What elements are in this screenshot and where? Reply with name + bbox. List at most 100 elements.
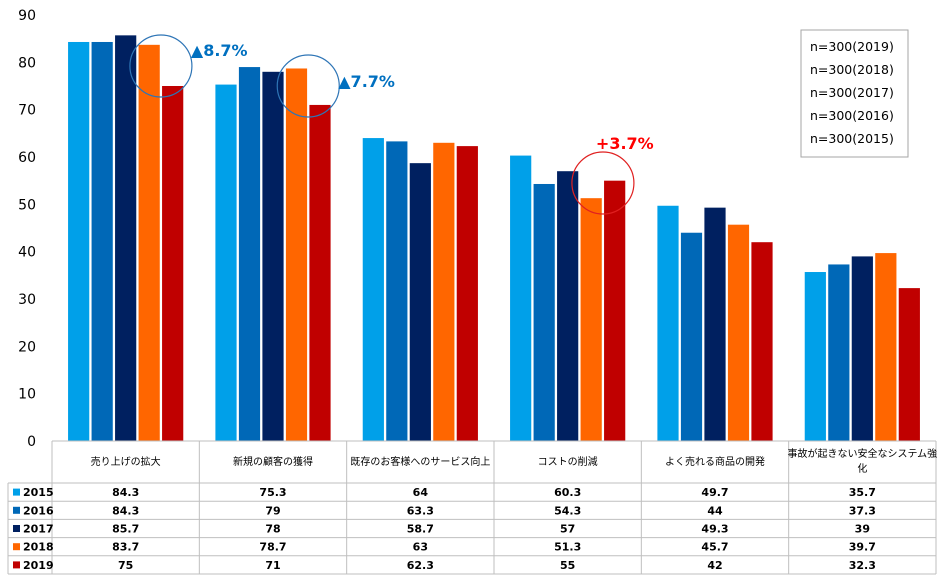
bar-2019-2 bbox=[456, 146, 478, 441]
data-label: 79 bbox=[265, 504, 280, 517]
legend-key-2019 bbox=[13, 561, 20, 569]
change-annotation: ▲7.7% bbox=[338, 72, 395, 91]
bar-2018-0 bbox=[138, 44, 160, 441]
bar-2018-2 bbox=[433, 142, 455, 442]
bar-2019-5 bbox=[898, 288, 920, 441]
bar-2015-2 bbox=[362, 138, 384, 442]
bar-2018-1 bbox=[285, 68, 308, 441]
bar-2015-3 bbox=[510, 155, 532, 441]
data-label: 78.7 bbox=[259, 541, 286, 554]
category-label: コストの削減 bbox=[538, 455, 598, 468]
data-label: 42 bbox=[707, 559, 722, 572]
category-label: よく売れる商品の開発 bbox=[665, 455, 765, 468]
bar-2019-0 bbox=[162, 86, 184, 441]
data-label: 32.3 bbox=[849, 559, 876, 572]
bar-2017-4 bbox=[704, 207, 726, 441]
y-tick-label: 90 bbox=[18, 8, 36, 24]
legend-key-2015 bbox=[13, 488, 20, 496]
bar-2016-1 bbox=[238, 67, 261, 442]
data-label: 55 bbox=[560, 559, 575, 572]
series-name: 2018 bbox=[23, 541, 54, 554]
bar-2018-5 bbox=[875, 253, 897, 441]
sample-size-line: n=300(2018) bbox=[810, 62, 894, 77]
data-label: 84.3 bbox=[112, 504, 139, 517]
bar-2018-3 bbox=[580, 198, 602, 441]
data-label: 63.3 bbox=[407, 504, 434, 517]
y-tick-label: 80 bbox=[18, 55, 36, 71]
bar-2016-4 bbox=[680, 232, 703, 441]
category-label-line2: 化 bbox=[857, 462, 867, 475]
data-label: 83.7 bbox=[112, 541, 139, 554]
y-tick-label: 30 bbox=[18, 292, 36, 308]
bar-2017-1 bbox=[262, 71, 284, 442]
data-label: 49.7 bbox=[701, 486, 728, 499]
change-annotation: ▲8.7% bbox=[191, 41, 248, 60]
bar-2017-0 bbox=[115, 35, 137, 441]
series-name: 2016 bbox=[23, 504, 54, 517]
bar-2017-3 bbox=[557, 171, 579, 441]
bar-2015-0 bbox=[68, 41, 90, 441]
y-tick-label: 10 bbox=[18, 387, 36, 403]
data-label: 78 bbox=[265, 523, 280, 536]
data-label: 35.7 bbox=[849, 486, 876, 499]
legend-key-2018 bbox=[13, 543, 20, 551]
sample-size-box bbox=[800, 29, 909, 158]
category-label: 売り上げの拡大 bbox=[91, 455, 161, 468]
data-label: 39 bbox=[855, 523, 870, 536]
bar-2016-0 bbox=[91, 41, 113, 441]
data-label: 85.7 bbox=[112, 523, 139, 536]
y-tick-label: 50 bbox=[18, 197, 36, 213]
legend-key-2016 bbox=[13, 506, 20, 514]
data-label: 39.7 bbox=[849, 541, 876, 554]
highlight-circle bbox=[129, 34, 193, 98]
data-label: 75.3 bbox=[259, 486, 286, 499]
legend-key-2017 bbox=[13, 525, 20, 532]
bar-2018-4 bbox=[727, 224, 750, 441]
y-tick-label: 0 bbox=[27, 434, 36, 450]
series-name: 2015 bbox=[23, 486, 54, 499]
bar-2017-5 bbox=[851, 256, 873, 441]
y-tick-label: 60 bbox=[18, 150, 36, 166]
bar-2015-5 bbox=[804, 272, 826, 441]
data-label: 84.3 bbox=[112, 486, 139, 499]
change-annotation: +3.7% bbox=[596, 134, 654, 153]
data-label: 57 bbox=[560, 523, 575, 536]
data-label: 63 bbox=[413, 541, 428, 554]
data-label: 44 bbox=[707, 504, 723, 517]
sample-size-line: n=300(2015) bbox=[810, 131, 894, 146]
y-tick-label: 40 bbox=[18, 245, 36, 261]
data-label: 54.3 bbox=[554, 504, 581, 517]
data-label: 60.3 bbox=[554, 486, 581, 499]
highlight-circle bbox=[276, 54, 340, 118]
data-label: 58.7 bbox=[407, 523, 434, 536]
highlight-circle bbox=[571, 151, 635, 215]
y-tick-label: 70 bbox=[18, 103, 36, 119]
bar-2015-1 bbox=[215, 84, 237, 441]
bar-2019-4 bbox=[751, 242, 773, 441]
data-label: 51.3 bbox=[554, 541, 581, 554]
bar-2019-1 bbox=[309, 104, 331, 441]
y-tick-label: 20 bbox=[18, 339, 36, 355]
data-label: 75 bbox=[118, 559, 133, 572]
bar-2016-3 bbox=[533, 183, 555, 442]
data-label: 37.3 bbox=[849, 504, 876, 517]
data-label: 49.3 bbox=[701, 523, 728, 536]
series-name: 2019 bbox=[23, 559, 54, 572]
sample-size-line: n=300(2019) bbox=[810, 39, 894, 54]
sample-size-line: n=300(2016) bbox=[810, 108, 894, 123]
bar-2016-5 bbox=[828, 264, 850, 441]
series-name: 2017 bbox=[23, 523, 54, 536]
category-label-line1: 事故が起きない安全なシステム強 bbox=[787, 447, 937, 460]
data-label: 71 bbox=[265, 559, 280, 572]
sample-size-line: n=300(2017) bbox=[810, 85, 894, 100]
bar-2017-2 bbox=[409, 163, 431, 442]
data-label: 45.7 bbox=[701, 541, 728, 554]
category-label: 既存のお客様へのサービス向上 bbox=[350, 455, 490, 468]
bar-2019-3 bbox=[604, 180, 626, 441]
data-label: 62.3 bbox=[407, 559, 434, 572]
bar-2016-2 bbox=[386, 141, 408, 441]
bar-2015-4 bbox=[657, 205, 679, 441]
data-label: 64 bbox=[413, 486, 429, 499]
